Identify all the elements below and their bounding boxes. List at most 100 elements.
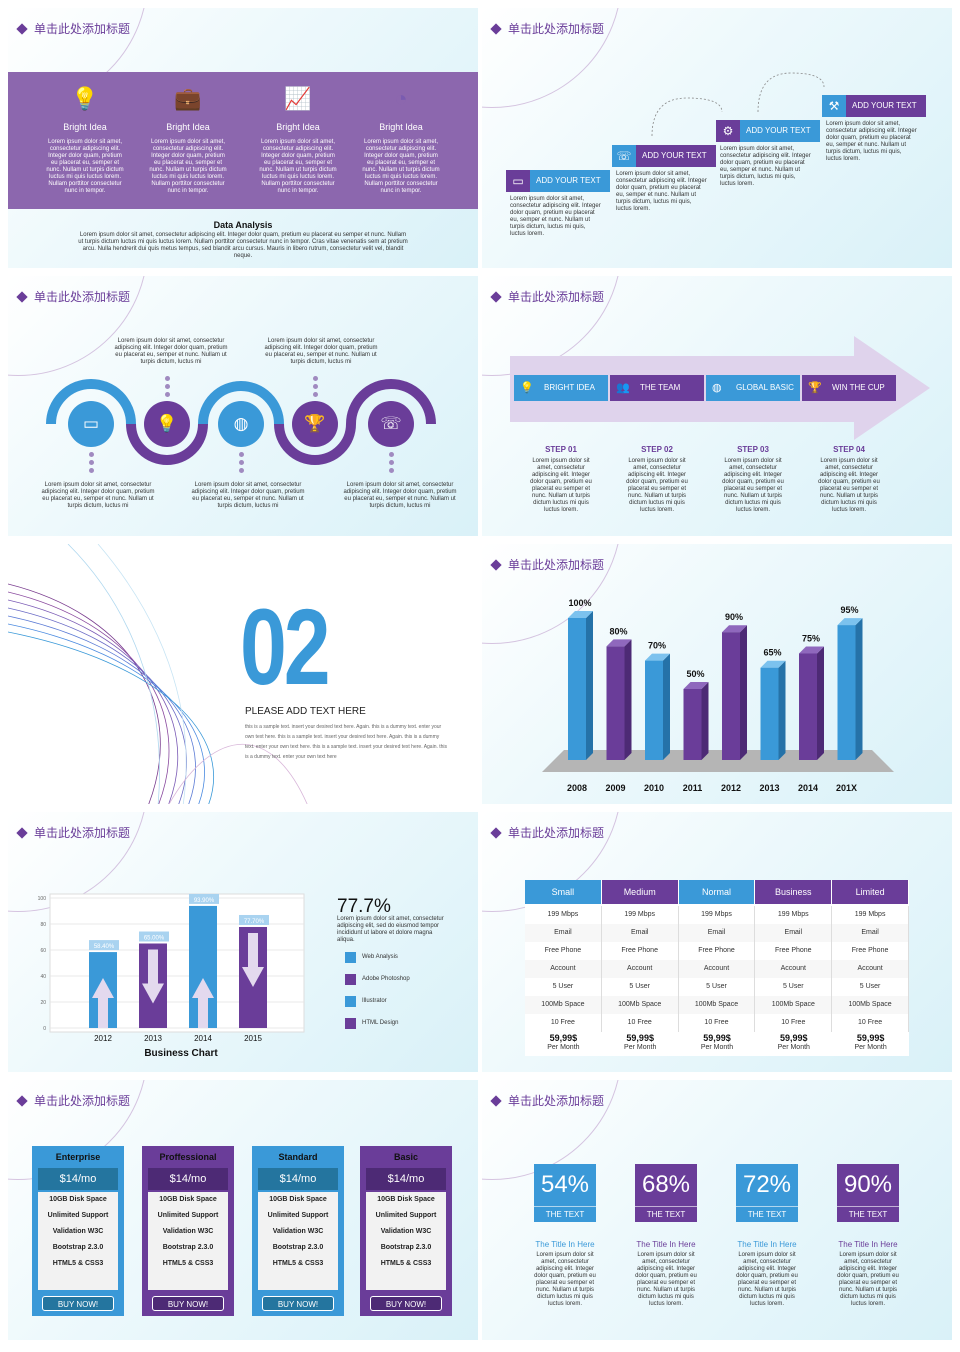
- curved-arrows: [651, 72, 825, 137]
- bar-side: [701, 682, 709, 760]
- analysis-title: Data Analysis: [213, 220, 273, 230]
- table-cell: 10 Free: [832, 1014, 909, 1032]
- slide-title: 单击此处添加标题: [16, 1092, 130, 1109]
- feature-label: Bright Idea: [166, 122, 210, 132]
- plan-feature: 10GB Disk Space: [49, 1196, 107, 1203]
- bar-top: [606, 639, 632, 647]
- value-label: 77.70%: [244, 919, 265, 925]
- buy-now-button[interactable]: BUY NOW!: [42, 1296, 114, 1311]
- dot: [389, 468, 394, 473]
- plan-feature: Bootstrap 2.3.0: [272, 1244, 324, 1251]
- team-icon: 👥: [616, 382, 630, 394]
- legend-label: Adobe Photoshop: [362, 976, 410, 982]
- table-cell: 100Mb Space: [678, 996, 756, 1014]
- table-cell: 199 Mbps: [832, 906, 909, 924]
- big-percent: 77.7%: [337, 896, 391, 917]
- chart-title: Business Chart: [144, 1048, 218, 1059]
- feature-list: 10GB Disk Space Unlimited Support Validati…: [366, 1192, 446, 1290]
- table-cell: Email: [601, 924, 679, 942]
- y-tick: 60: [40, 948, 46, 954]
- stat-label: THE TEXT: [534, 1206, 596, 1222]
- table-cell: Account: [601, 960, 679, 978]
- table-cell: 5 User: [601, 978, 679, 996]
- dot: [313, 384, 318, 389]
- plan-feature: Validation W3C: [380, 1228, 432, 1235]
- bar-side: [778, 660, 786, 760]
- category-label: 2013: [759, 783, 779, 793]
- table-cell: 199 Mbps: [525, 906, 602, 924]
- slide-title: 单击此处添加标题: [16, 824, 130, 841]
- bar: [799, 653, 817, 760]
- dot: [239, 452, 244, 457]
- y-tick: 0: [43, 1026, 46, 1032]
- plan-feature: 10GB Disk Space: [269, 1196, 327, 1203]
- tv-icon: ▭: [506, 170, 530, 192]
- stat-value: 68%: [635, 1164, 697, 1206]
- plan-name: Standard: [278, 1152, 318, 1162]
- table-cell: Account: [755, 960, 833, 978]
- table-cell: 5 User: [678, 978, 756, 996]
- category-label: 2014: [194, 1034, 212, 1043]
- price-period: Per Month: [777, 1044, 810, 1051]
- process-label: THE TEAM: [640, 383, 681, 392]
- table-cell: 10 Free: [601, 1014, 679, 1032]
- process-box: ◍ GLOBAL BASIC: [706, 375, 800, 401]
- bar: [606, 646, 625, 760]
- table-cell: 100Mb Space: [525, 996, 602, 1014]
- stat-text: Lorem ipsum dolor sit amet, consectetur …: [837, 1252, 899, 1307]
- pie-icon: ◔: [394, 86, 408, 111]
- value-label: 100%: [568, 598, 591, 608]
- bar-top: [837, 618, 863, 626]
- dot: [89, 452, 94, 457]
- section-number: 02: [240, 586, 331, 707]
- plan-card: Proffessional $14/mo 10GB Disk Space Unlimi…: [142, 1146, 234, 1316]
- bar-top: [722, 625, 747, 633]
- dot: [313, 392, 318, 397]
- basketball-icon: ◍: [218, 401, 264, 447]
- feature-text: Lorem ipsum dolor sit amet, consectetur …: [46, 139, 124, 194]
- slide-10: 单击此处添加标题 54% THE TEXT The Title In Here Lor…: [482, 1080, 952, 1340]
- step-text: Lorem ipsum dolor sit amet, consectetur …: [818, 458, 880, 513]
- legend-swatch: [345, 952, 356, 963]
- dot: [165, 376, 170, 381]
- step-text: Lorem ipsum dolor sit amet, consectetur …: [720, 146, 811, 187]
- legend-label: Web Analysis: [362, 954, 398, 960]
- table-cell: 5 User: [755, 978, 833, 996]
- plan-feature: HTML5 & CSS3: [272, 1260, 324, 1267]
- slide-title: 单击此处添加标题: [490, 20, 604, 37]
- plan-feature: Unlimited Support: [47, 1212, 109, 1219]
- wave-text-1: Lorem ipsum dolor sit amet, consectetur …: [114, 338, 228, 365]
- plan-feature: HTML5 & CSS3: [52, 1260, 104, 1267]
- step-label: ADD YOUR TEXT: [740, 120, 820, 142]
- step-heading: STEP 04: [833, 445, 865, 454]
- buy-now-button[interactable]: BUY NOW!: [152, 1296, 224, 1311]
- table-cell: 199 Mbps: [601, 906, 679, 924]
- stat-title: The Title In Here: [737, 1240, 797, 1249]
- plan-feature: 10GB Disk Space: [377, 1196, 435, 1203]
- percent-desc: Lorem ipsum dolor sit amet, consectetur …: [337, 916, 444, 943]
- plan-price: $14/mo: [258, 1168, 338, 1190]
- buy-now-button[interactable]: BUY NOW!: [262, 1296, 334, 1311]
- dot: [313, 376, 318, 381]
- plan-feature: Bootstrap 2.3.0: [52, 1244, 104, 1251]
- table-cell: 10 Free: [755, 1014, 833, 1032]
- table-cell: Free Phone: [525, 942, 602, 960]
- process-box: 👥 THE TEAM: [610, 375, 704, 401]
- y-tick: 100: [38, 896, 47, 902]
- table-cell: 199 Mbps: [678, 906, 756, 924]
- stat-value: 72%: [736, 1164, 798, 1206]
- column-header: Small: [525, 880, 602, 904]
- plan-card: Standard $14/mo 10GB Disk Space Unlimited S…: [252, 1146, 344, 1316]
- step-label: ADD YOUR TEXT: [530, 170, 610, 192]
- value-badge: [89, 940, 119, 951]
- buy-now-button[interactable]: BUY NOW!: [370, 1296, 442, 1311]
- slide-3: 单击此处添加标题 ▭ 💡 ◍ 🏆 ☏ Lorem ipsum dolor sit ame…: [8, 276, 478, 536]
- dot: [389, 452, 394, 457]
- table-cell: 100Mb Space: [832, 996, 909, 1014]
- section-heading: PLEASE ADD TEXT HERE: [245, 706, 366, 717]
- value-label: 93.90%: [194, 898, 215, 904]
- table-cell: Email: [678, 924, 756, 942]
- value-badge: [189, 893, 219, 904]
- y-tick: 80: [40, 922, 46, 928]
- trend-icon: 📈: [284, 86, 312, 111]
